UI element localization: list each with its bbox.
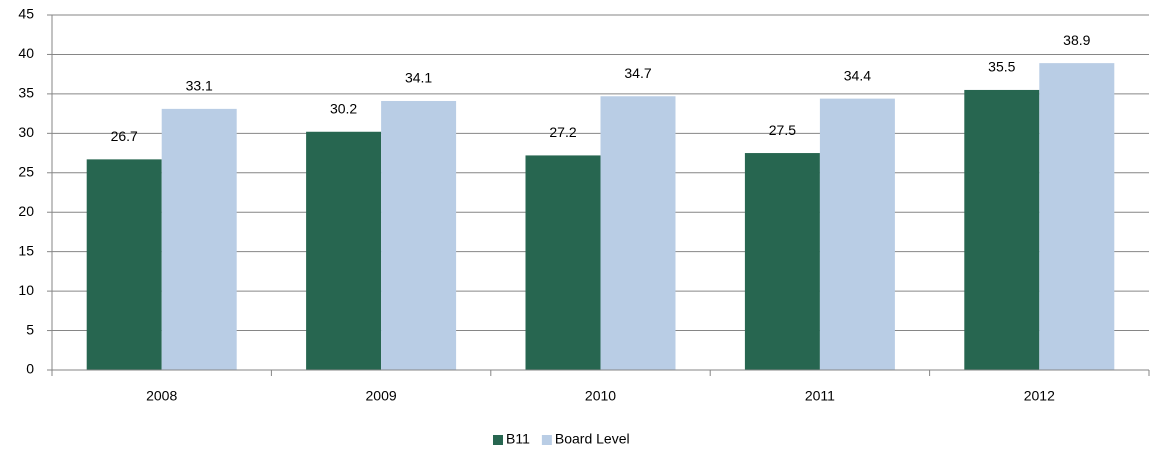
bar xyxy=(1039,63,1115,370)
legend-swatch xyxy=(541,435,552,445)
legend-label: B11 xyxy=(506,431,530,447)
y-tick-label: 15 xyxy=(18,242,34,258)
data-label: 35.5 xyxy=(988,59,1015,75)
data-label: 27.2 xyxy=(549,124,576,140)
y-tick-label: 40 xyxy=(18,45,34,61)
data-label: 34.4 xyxy=(844,67,871,83)
data-label: 27.5 xyxy=(769,122,796,138)
bar xyxy=(381,100,457,370)
x-tick-label: 2008 xyxy=(146,388,177,404)
bar xyxy=(86,159,162,370)
data-label: 34.7 xyxy=(624,65,651,81)
legend-label: Board Level xyxy=(555,431,630,447)
bar xyxy=(525,155,601,370)
data-label: 34.1 xyxy=(405,70,432,86)
data-label: 33.1 xyxy=(186,78,213,94)
y-tick-label: 25 xyxy=(18,163,34,179)
bar xyxy=(306,131,382,370)
y-tick-label: 45 xyxy=(18,6,34,22)
data-label: 30.2 xyxy=(330,100,357,116)
bar xyxy=(819,98,895,370)
y-tick-label: 10 xyxy=(18,282,34,298)
x-tick-label: 2009 xyxy=(366,388,397,404)
x-tick-label: 2011 xyxy=(805,388,835,404)
x-tick-label: 2012 xyxy=(1024,388,1055,404)
y-tick-label: 0 xyxy=(26,361,34,377)
bar xyxy=(744,153,820,370)
bar xyxy=(600,96,676,370)
legend-swatch xyxy=(493,435,503,445)
y-tick-label: 35 xyxy=(18,85,34,101)
y-tick-label: 20 xyxy=(18,203,34,219)
bar xyxy=(161,108,237,370)
data-label: 26.7 xyxy=(111,128,138,144)
x-tick-label: 2010 xyxy=(585,388,616,404)
data-label: 38.9 xyxy=(1063,32,1090,48)
y-tick-label: 5 xyxy=(26,321,34,337)
y-tick-label: 30 xyxy=(18,124,34,140)
bar xyxy=(964,89,1040,370)
